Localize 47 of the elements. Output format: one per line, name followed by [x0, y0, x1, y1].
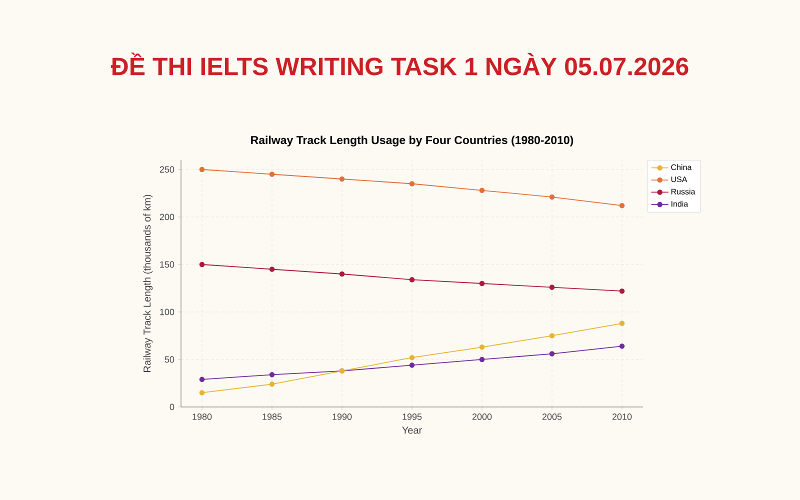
chart-title: ĐỀ THI IELTS WRITING TASK 1 NGÀY 05.07.2026	[110, 52, 688, 76]
x-tick-label: 1995	[402, 414, 422, 420]
x-tick-label: 1980	[192, 414, 212, 420]
legend-label: China	[671, 164, 692, 170]
y-tick-label: 150	[160, 261, 174, 268]
point	[549, 333, 555, 338]
y-tick-label: 250	[160, 166, 174, 173]
point	[549, 194, 555, 200]
x-axis-title: Year	[402, 426, 422, 434]
point	[199, 166, 205, 172]
point	[549, 284, 555, 290]
point	[409, 277, 415, 282]
point	[339, 271, 345, 277]
x-tick-label: 2000	[472, 414, 492, 420]
x-tick-label: 2005	[542, 414, 562, 420]
point	[479, 356, 485, 362]
point	[619, 288, 625, 294]
point	[619, 344, 625, 349]
point	[409, 181, 415, 186]
point	[479, 344, 485, 350]
point	[619, 320, 625, 326]
point	[409, 354, 415, 360]
x-tick-label: 2010	[612, 414, 632, 420]
y-tick-label: 50	[164, 356, 174, 363]
point	[199, 376, 205, 382]
point	[199, 390, 205, 396]
point	[269, 382, 275, 387]
legend-label: Russia	[671, 188, 696, 194]
x-tick-label: 1985	[262, 414, 282, 420]
y-axis-title: Railway Track Length (thousands of km)	[143, 194, 153, 372]
point	[479, 188, 485, 194]
point	[619, 202, 625, 208]
point	[269, 266, 275, 272]
point	[549, 351, 555, 356]
point	[269, 372, 275, 378]
legend-label: USA	[671, 176, 688, 182]
point	[409, 362, 415, 368]
chart-subtitle: Railway Track Length Usage by Four Countries (1980-2010)	[251, 136, 574, 146]
y-tick-label: 0	[170, 404, 174, 410]
y-tick-label: 100	[160, 308, 174, 316]
legend-label: India	[672, 200, 688, 207]
point	[479, 280, 485, 286]
point	[339, 176, 345, 182]
y-tick-label: 200	[160, 214, 174, 220]
point	[199, 262, 205, 268]
point	[269, 172, 275, 177]
x-tick-label: 1990	[332, 414, 352, 420]
